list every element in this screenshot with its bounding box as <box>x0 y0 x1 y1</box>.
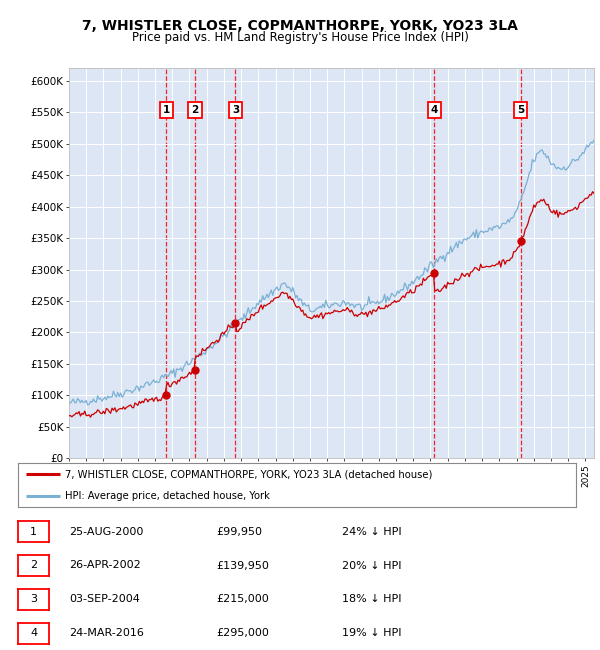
Text: 3: 3 <box>232 105 239 116</box>
Text: 25-AUG-2000: 25-AUG-2000 <box>69 526 143 537</box>
Text: 1: 1 <box>163 105 170 116</box>
Text: 26-APR-2002: 26-APR-2002 <box>69 560 141 571</box>
Text: 24% ↓ HPI: 24% ↓ HPI <box>342 526 401 537</box>
Text: 4: 4 <box>30 628 37 638</box>
Text: HPI: Average price, detached house, York: HPI: Average price, detached house, York <box>65 491 271 500</box>
Text: 19% ↓ HPI: 19% ↓ HPI <box>342 628 401 638</box>
Text: £139,950: £139,950 <box>216 560 269 571</box>
Text: 03-SEP-2004: 03-SEP-2004 <box>69 594 140 604</box>
Text: 24-MAR-2016: 24-MAR-2016 <box>69 628 144 638</box>
Text: 4: 4 <box>431 105 438 116</box>
Text: £295,000: £295,000 <box>216 628 269 638</box>
Text: 18% ↓ HPI: 18% ↓ HPI <box>342 594 401 604</box>
Text: 2: 2 <box>30 560 37 571</box>
Text: £99,950: £99,950 <box>216 526 262 537</box>
Text: Price paid vs. HM Land Registry's House Price Index (HPI): Price paid vs. HM Land Registry's House … <box>131 31 469 44</box>
Text: 7, WHISTLER CLOSE, COPMANTHORPE, YORK, YO23 3LA (detached house): 7, WHISTLER CLOSE, COPMANTHORPE, YORK, Y… <box>65 469 433 479</box>
Text: £215,000: £215,000 <box>216 594 269 604</box>
Text: 20% ↓ HPI: 20% ↓ HPI <box>342 560 401 571</box>
Text: 5: 5 <box>517 105 524 116</box>
Text: 3: 3 <box>30 594 37 604</box>
Text: 1: 1 <box>30 526 37 537</box>
Text: 2: 2 <box>191 105 199 116</box>
Text: 7, WHISTLER CLOSE, COPMANTHORPE, YORK, YO23 3LA: 7, WHISTLER CLOSE, COPMANTHORPE, YORK, Y… <box>82 20 518 34</box>
